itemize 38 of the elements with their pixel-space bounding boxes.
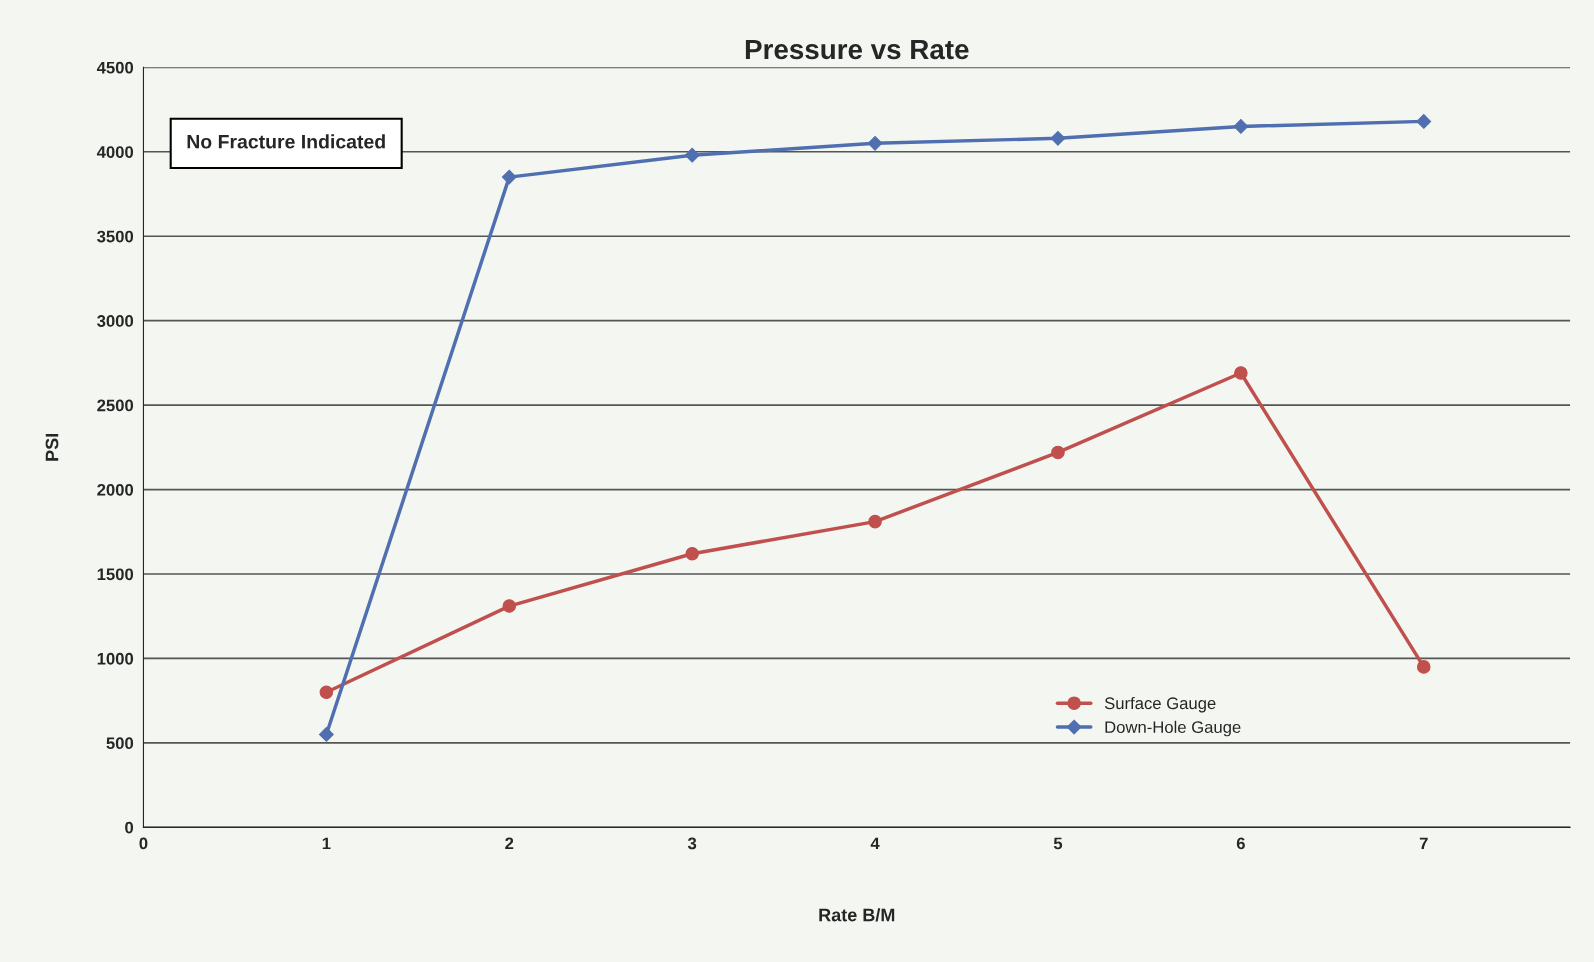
y-tick-label: 0 — [125, 821, 134, 834]
point — [1416, 113, 1432, 129]
point — [318, 727, 334, 742]
point — [867, 135, 883, 151]
x-tick-label: 2 — [505, 837, 514, 850]
point — [1050, 130, 1066, 146]
point — [1416, 660, 1431, 674]
y-tick-label: 4000 — [96, 146, 134, 158]
point — [1234, 366, 1248, 380]
y-tick-label: 1000 — [97, 652, 134, 665]
point — [684, 147, 700, 163]
y-axis-title: PSI — [45, 433, 59, 461]
point — [501, 169, 517, 185]
y-tick-label: 500 — [106, 737, 134, 750]
x-tick-label: 6 — [1236, 837, 1245, 850]
point — [868, 514, 882, 529]
y-tick-label: 4500 — [96, 61, 134, 74]
point — [319, 685, 334, 699]
x-tick-label: 7 — [1419, 837, 1428, 850]
point — [685, 546, 699, 561]
x-tick-label: 1 — [322, 837, 331, 850]
chart-title: Pressure vs Rate — [745, 39, 969, 60]
y-tick-label: 3500 — [97, 230, 134, 243]
x-tick-label: 3 — [687, 837, 697, 850]
point — [1233, 119, 1249, 134]
legend-label: Down-Hole Gauge — [1105, 720, 1241, 737]
point — [1051, 445, 1065, 460]
x-tick-label: 0 — [139, 837, 148, 850]
point — [502, 599, 517, 613]
y-tick-label: 2500 — [97, 399, 134, 412]
legend-label: Surface Gauge — [1104, 696, 1216, 713]
x-tick-label: 5 — [1053, 837, 1063, 850]
y-tick-label: 2000 — [97, 483, 134, 496]
annotation: No Fracture Indicated — [187, 134, 385, 149]
y-tick-label: 1500 — [97, 568, 134, 581]
x-tick-label: 4 — [870, 837, 880, 850]
y-tick-label: 3000 — [97, 315, 134, 327]
x-axis-title: Rate B/M — [819, 908, 895, 922]
